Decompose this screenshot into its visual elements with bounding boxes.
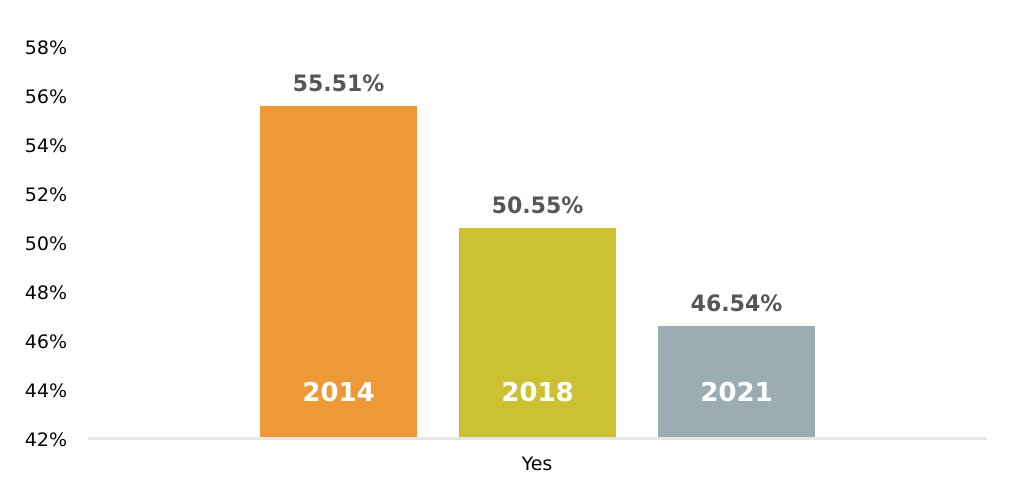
y-axis-tick: 42% xyxy=(24,429,67,451)
y-axis: 58% 56% 54% 52% 50% 48% 46% 44% 42% xyxy=(0,0,67,502)
year-label-2021: 2021 xyxy=(700,378,773,408)
bar-2021: 2021 xyxy=(658,326,815,437)
y-axis-tick: 48% xyxy=(24,282,67,304)
bar-group-2021: 46.54% 2021 xyxy=(658,292,815,437)
y-axis-tick: 44% xyxy=(24,380,67,402)
x-axis-line xyxy=(88,437,987,440)
y-axis-tick: 50% xyxy=(24,233,67,255)
bar-group-2014: 55.51% 2014 xyxy=(260,72,417,437)
y-axis-tick: 54% xyxy=(24,135,67,157)
year-label-2018: 2018 xyxy=(501,378,574,408)
year-label-2014: 2014 xyxy=(302,378,375,408)
x-axis-category-label: Yes xyxy=(521,453,553,475)
y-axis-tick: 52% xyxy=(24,184,67,206)
y-axis-tick: 58% xyxy=(24,37,67,59)
y-axis-tick: 56% xyxy=(24,86,67,108)
y-axis-tick: 46% xyxy=(24,331,67,353)
value-label-2021: 46.54% xyxy=(690,292,783,317)
bar-group-2018: 50.55% 2018 xyxy=(459,194,616,437)
value-label-2014: 55.51% xyxy=(292,72,385,97)
bar-2014: 2014 xyxy=(260,106,417,437)
bar-2018: 2018 xyxy=(459,228,616,437)
value-label-2018: 50.55% xyxy=(491,194,584,219)
bar-group-container: 55.51% 2014 50.55% 2018 46.54% 2021 xyxy=(260,72,815,437)
